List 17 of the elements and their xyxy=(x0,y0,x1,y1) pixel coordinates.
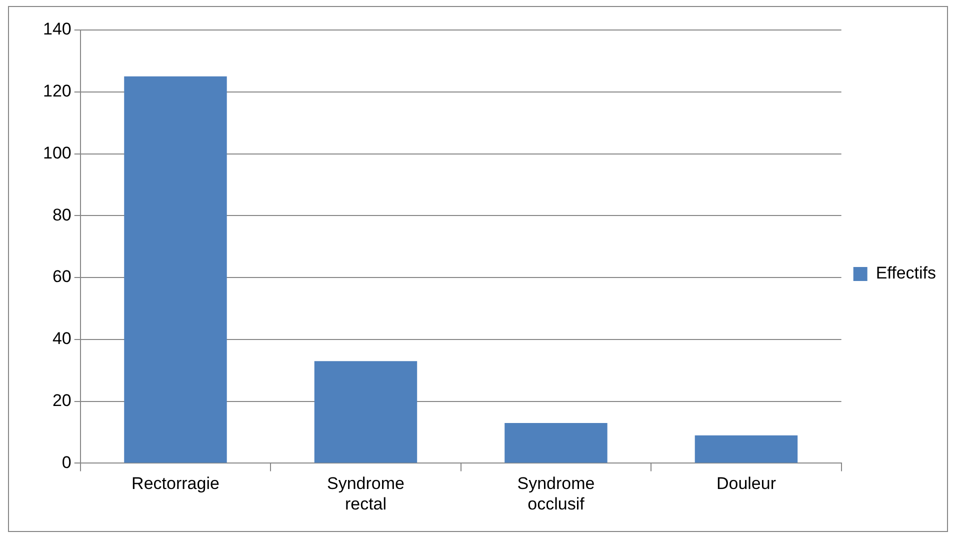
y-tick-label: 60 xyxy=(52,267,72,286)
y-tick-label: 120 xyxy=(42,82,72,101)
bar xyxy=(124,76,227,463)
x-tick-label: Syndrome rectal xyxy=(326,474,404,514)
x-tick-label: Rectorragie xyxy=(132,474,220,494)
y-tick-label: 100 xyxy=(42,143,72,162)
bar xyxy=(314,361,418,463)
legend-label: Effectifs xyxy=(876,264,936,283)
x-tick-label: Syndrome occlusif xyxy=(517,474,595,514)
bar xyxy=(504,422,608,463)
x-tick-label: Douleur xyxy=(716,474,776,494)
y-tick-label: 140 xyxy=(42,20,72,39)
y-tick-label: 0 xyxy=(62,452,72,472)
y-tick-label: 20 xyxy=(52,391,72,410)
y-tick-label: 80 xyxy=(52,205,72,224)
bar xyxy=(694,435,798,463)
y-tick-label: 40 xyxy=(52,329,72,348)
